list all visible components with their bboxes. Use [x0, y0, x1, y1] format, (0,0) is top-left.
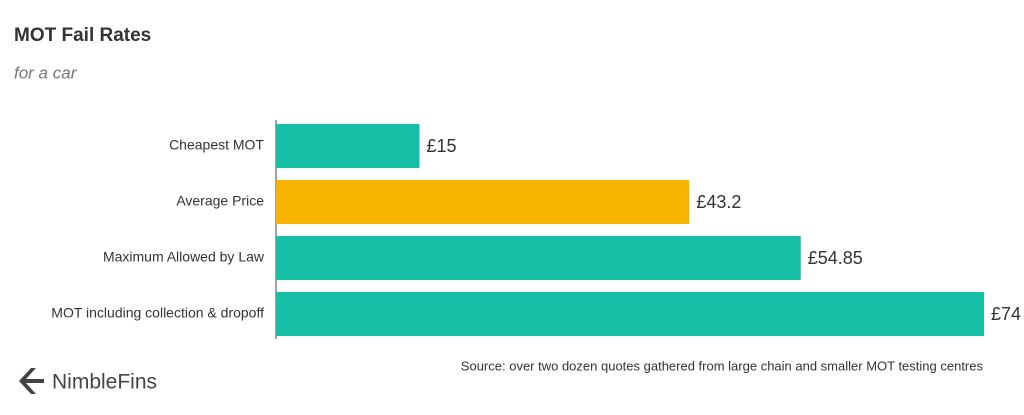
brand-logo	[19, 368, 44, 394]
category-label: MOT including collection & dropoff	[51, 305, 264, 321]
chart-title: MOT Fail Rates	[14, 25, 151, 46]
category-label: Average Price	[176, 193, 264, 209]
value-label: £74	[991, 304, 1021, 324]
bar	[276, 236, 801, 280]
value-label: £43.2	[696, 192, 741, 212]
bar	[276, 180, 690, 224]
source-note: Source: over two dozen quotes gathered f…	[461, 358, 984, 373]
value-label: £15	[427, 136, 457, 156]
category-label: Cheapest MOT	[169, 137, 264, 153]
chart-subtitle: for a car	[14, 63, 78, 82]
bar	[276, 292, 984, 336]
brand-name: NimbleFins	[52, 371, 157, 394]
category-label: Maximum Allowed by Law	[103, 249, 265, 265]
bar	[276, 124, 420, 168]
value-label: £54.85	[808, 248, 863, 268]
